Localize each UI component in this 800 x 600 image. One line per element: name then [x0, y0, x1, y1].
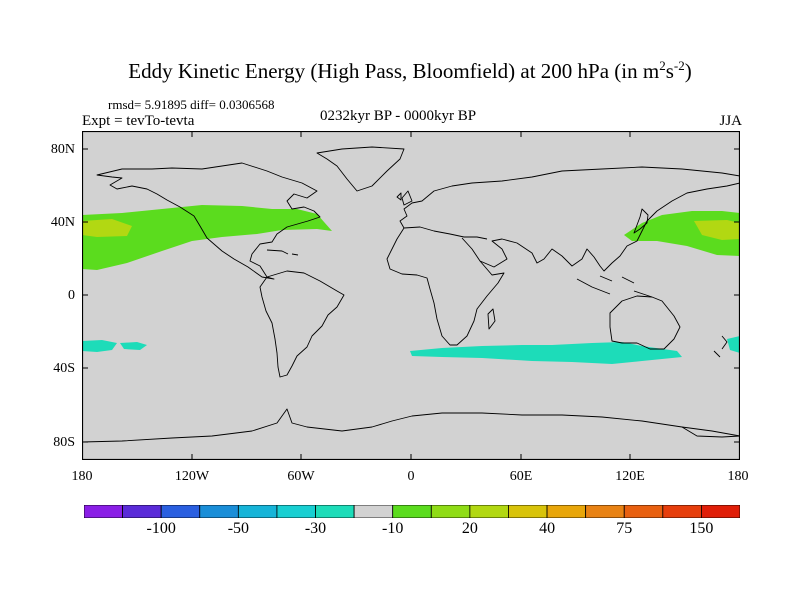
madagascar [487, 308, 496, 330]
japan [633, 208, 649, 234]
colorbar-box [160, 505, 201, 518]
lat-label-40n: 40N [50, 215, 75, 230]
colorbar-box [546, 505, 587, 518]
stats-line: rmsd= 5.91895 diff= 0.0306568 [108, 97, 275, 112]
lon-label-60e: 60E [509, 469, 533, 484]
lat-label-eq: 0 [68, 288, 75, 303]
map-background [82, 131, 740, 460]
experiment-label: Expt = tevTo-tevta [82, 113, 195, 129]
ross-sea [681, 426, 740, 438]
lon-label-180-left: 180 [71, 469, 93, 484]
colorbar-box [276, 505, 316, 518]
colorbar-label: 75 [616, 520, 633, 537]
north-america-coast [96, 162, 321, 280]
lat-label-40s: 40S [53, 361, 75, 376]
southeast-pacific-teal-patch [82, 340, 117, 352]
colorbar-box [353, 505, 394, 518]
caribbean-islands [266, 249, 299, 256]
colorbar-box [392, 505, 432, 518]
colorbar-box [508, 505, 548, 518]
colorbar-label: -30 [304, 520, 327, 537]
season-label: JJA [719, 113, 742, 129]
colorbar-box [701, 505, 740, 518]
colorbar-label: 150 [689, 520, 714, 537]
north-pacific-west-core [694, 220, 740, 240]
world-map [82, 131, 740, 460]
colorbar [84, 505, 740, 518]
lon-label-120e: 120E [615, 469, 645, 484]
south-america-coast [259, 270, 345, 378]
colorbar-box [430, 505, 471, 518]
europe-coast [399, 166, 740, 229]
lat-label-80n: 80N [50, 142, 75, 157]
south-pacific-teal-patch [120, 342, 147, 350]
greenland-coast [316, 146, 405, 192]
indonesia-islands [576, 275, 653, 298]
africa-coast [386, 227, 505, 346]
lat-label-80s: 80S [53, 435, 75, 450]
coastlines [82, 146, 740, 443]
southern-ocean-teal-band [410, 342, 682, 364]
antarctica-coast [82, 408, 740, 443]
colorbar-label: -100 [146, 520, 176, 537]
lat-ticks [82, 148, 740, 443]
colorbar-label: 20 [461, 520, 478, 537]
colorbar-box [237, 505, 278, 518]
colorbar-box [315, 505, 355, 518]
north-pacific-east-core [82, 219, 132, 237]
lon-label-180-right: 180 [727, 469, 749, 484]
colorbar-box [469, 505, 509, 518]
colorbar-label: -10 [382, 520, 404, 537]
colorbar-label: -50 [227, 520, 250, 537]
australia-coast [609, 295, 681, 350]
lon-label-60w: 60W [287, 469, 315, 484]
british-isles [396, 190, 413, 206]
figure-title: Eddy Kinetic Energy (High Pass, Bloomfie… [128, 58, 692, 83]
colorbar-box [122, 505, 162, 518]
colorbar-box [199, 505, 239, 518]
lon-label-120w: 120W [174, 469, 210, 484]
mediterranean-coast [403, 226, 488, 240]
lon-label-0: 0 [407, 469, 415, 484]
colorbar-box [662, 505, 702, 518]
colorbar-box [623, 505, 664, 518]
lon-ticks [191, 131, 631, 460]
new-zealand [713, 335, 728, 358]
colorbar-label: 40 [539, 520, 556, 537]
colorbar-box [84, 505, 123, 518]
period-label: 0232kyr BP - 0000kyr BP [320, 108, 477, 124]
arabia-asia-coast [479, 182, 740, 272]
tasman-teal-patch [727, 336, 740, 353]
colorbar-box [585, 505, 625, 518]
